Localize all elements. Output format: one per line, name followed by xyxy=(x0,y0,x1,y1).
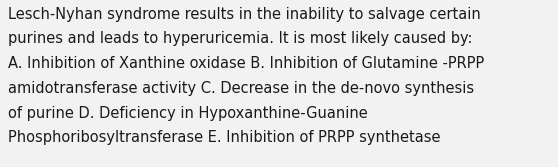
Text: Phosphoribosyltransferase E. Inhibition of PRPP synthetase: Phosphoribosyltransferase E. Inhibition … xyxy=(8,130,441,145)
Text: purines and leads to hyperuricemia. It is most likely caused by:: purines and leads to hyperuricemia. It i… xyxy=(8,31,473,46)
Text: of purine D. Deficiency in Hypoxanthine-Guanine: of purine D. Deficiency in Hypoxanthine-… xyxy=(8,106,368,121)
Text: amidotransferase activity C. Decrease in the de-novo synthesis: amidotransferase activity C. Decrease in… xyxy=(8,81,474,96)
Text: Lesch-Nyhan syndrome results in the inability to salvage certain: Lesch-Nyhan syndrome results in the inab… xyxy=(8,7,481,22)
Text: A. Inhibition of Xanthine oxidase B. Inhibition of Glutamine -PRPP: A. Inhibition of Xanthine oxidase B. Inh… xyxy=(8,56,484,71)
